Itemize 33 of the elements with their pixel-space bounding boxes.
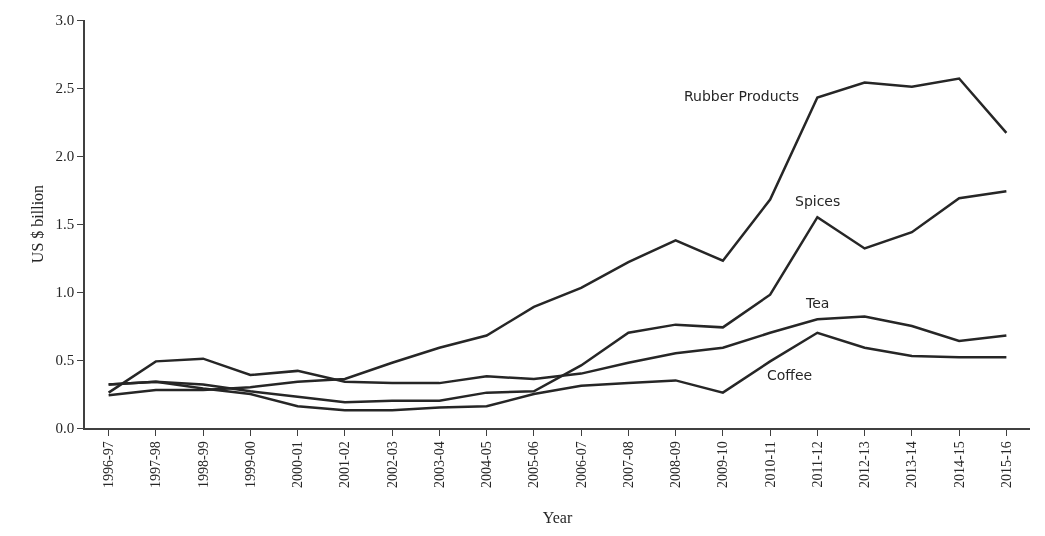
series-label: Coffee: [767, 367, 813, 383]
x-tick-label: 2003-04: [431, 441, 447, 489]
x-tick-label: 2009-10: [715, 441, 731, 489]
x-tick-label: 2015-16: [998, 441, 1014, 489]
x-tick-label: 1997-98: [148, 441, 164, 489]
series-label: Rubber Products: [684, 88, 800, 104]
y-tick-label: 0.5: [55, 352, 75, 369]
x-tick-label: 2010-11: [762, 441, 778, 488]
x-tick-label: 2008-09: [668, 441, 684, 489]
x-tick-label: 1996-97: [101, 441, 117, 489]
x-tick-label: 2012-13: [857, 441, 873, 489]
series-label: Tea: [805, 295, 830, 311]
x-tick-label: 2011-12: [809, 441, 825, 488]
y-tick-label: 1.5: [55, 216, 75, 233]
y-tick-label: 2.5: [55, 80, 75, 97]
x-tick-label: 2014-15: [951, 441, 967, 489]
x-tick-label: 2007-08: [620, 441, 636, 489]
x-tick-label: 2006-07: [573, 441, 589, 489]
x-tick-label: 2002-03: [384, 441, 400, 489]
y-axis-title: US $ billion: [28, 184, 46, 264]
series-label: Spices: [795, 193, 841, 209]
y-tick-label: 0.0: [55, 420, 75, 437]
x-tick-label: 2004-05: [479, 441, 495, 489]
x-tick-label: 1998-99: [195, 441, 211, 489]
y-tick-label: 1.0: [55, 284, 75, 301]
x-tick-label: 2005-06: [526, 441, 542, 489]
y-tick-label: 2.0: [55, 148, 75, 165]
x-tick-label: 1999-00: [242, 441, 258, 489]
x-tick-label: 2000-01: [290, 441, 306, 489]
x-axis-title: Year: [542, 509, 573, 527]
x-tick-label: 2013-14: [904, 441, 920, 489]
y-tick-label: 3.0: [55, 12, 75, 29]
x-tick-label: 2001-02: [337, 441, 353, 489]
